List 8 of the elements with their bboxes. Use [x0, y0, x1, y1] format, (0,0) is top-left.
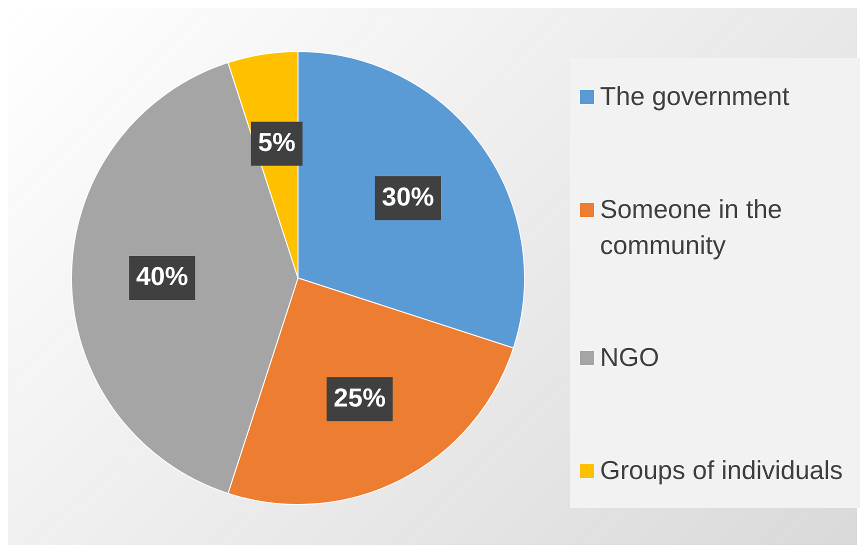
- data-label: 5%: [258, 126, 296, 157]
- legend-label: NGO: [600, 341, 660, 374]
- data-label: 30%: [382, 181, 434, 212]
- data-label: 40%: [136, 261, 188, 292]
- legend-label: The government: [600, 80, 790, 113]
- legend-label: Groups of individuals: [600, 454, 843, 487]
- data-label: 25%: [334, 382, 386, 412]
- legend-label: Someone in the community: [600, 192, 784, 262]
